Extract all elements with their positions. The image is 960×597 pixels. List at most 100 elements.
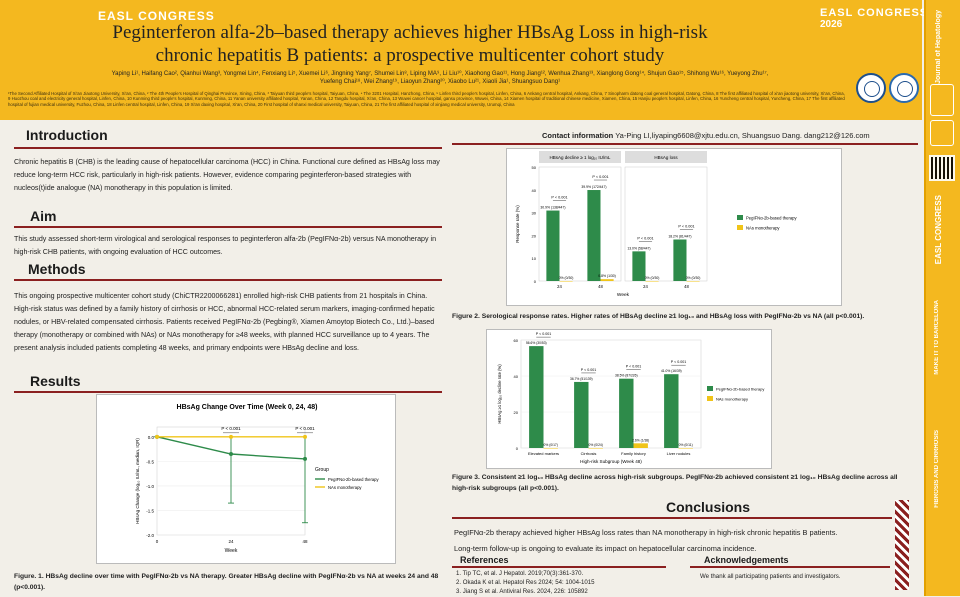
x-axis-label: Week	[617, 292, 630, 298]
bar-na	[678, 448, 693, 449]
panel-strip	[625, 151, 707, 163]
p-value-label: P < 0.001	[295, 426, 315, 431]
x-tick-label: Cirrhosis	[581, 451, 597, 456]
legend-label: PegIFNα-2b-based therapy	[328, 477, 380, 482]
divider	[14, 391, 442, 393]
legend-label: PegIFNα-2b-based therapy	[716, 387, 764, 392]
bar-peg	[587, 190, 601, 281]
figure-1-chart: HBsAg Change Over Time (Week 0, 24, 48) 0…	[135, 404, 380, 554]
y-tick-label: 0	[534, 279, 537, 284]
data-point	[229, 434, 233, 439]
panel-title: HBsAg loss	[654, 155, 678, 160]
bar-value-label: 0% (0/17)	[544, 443, 558, 447]
legend-swatch	[737, 215, 743, 220]
figure-1-caption: Figure. 1. HBsAg decline over time with …	[14, 573, 439, 591]
introduction-text: Chronic hepatitis B (CHB) is the leading…	[14, 158, 440, 192]
y-tick-label: 30	[532, 211, 537, 216]
x-tick-label: Liver nodules	[667, 451, 691, 456]
reference-3: 3. Jiang S et al. Antiviral Res. 2024, 2…	[456, 588, 588, 595]
p-value-label: P < 0.001	[592, 175, 608, 179]
legend-label: NAs monotherapy	[746, 226, 780, 231]
x-axis-label: High-risk Subgroup (Week 48)	[580, 459, 642, 464]
mobile-icon	[930, 84, 954, 116]
x-tick-label: 0	[156, 539, 159, 544]
y-tick-label: 50	[532, 165, 537, 170]
bar-peg	[664, 374, 679, 448]
p-value-label: P < 0.001	[581, 368, 596, 372]
conclusions-line-2: Long-term follow-up is ongoing to evalua…	[454, 544, 757, 553]
y-tick-label: -1.5	[146, 508, 154, 513]
y-tick-label: 20	[532, 233, 537, 238]
legend-title: Group	[315, 467, 329, 473]
sidebar-text-1: EASL CONGRESS	[934, 195, 943, 265]
figure-2-panel: Response rate (%) 0 10 20 30 40 50 HBsAg declin…	[506, 148, 842, 306]
bar-value-label: 0% (0/11)	[679, 443, 693, 447]
legend-label: NAs monotherapy	[328, 485, 362, 490]
data-point	[229, 452, 233, 456]
bar-value-label: 38.5% (87/226)	[615, 374, 638, 378]
results-heading: Results	[30, 373, 81, 389]
bar-value-label: 0% (0/30)	[559, 276, 574, 280]
bar-value-label: 56.6% (30/53)	[526, 341, 547, 345]
qr-code[interactable]	[929, 155, 955, 181]
bar-value-label: 13.0% (58/447)	[627, 246, 650, 250]
p-value-label: P < 0.001	[671, 360, 686, 364]
bar-na	[543, 448, 558, 449]
bar-value-label: 30.9% (138/447)	[540, 206, 565, 210]
journal-label: Journal of Hepatology	[935, 10, 942, 84]
bar-value-label: 39.9% (172/447)	[581, 185, 606, 189]
methods-text: This ongoing prospective multicenter coh…	[14, 292, 435, 352]
y-tick-label: -0.5	[146, 459, 154, 464]
x-tick-label: 48	[302, 539, 308, 544]
figure-2-caption: Figure 2. Serological response rates. Hi…	[452, 313, 865, 320]
p-value-label: P < 0.001	[637, 236, 653, 240]
bar-value-label: 0% (0/30)	[645, 276, 660, 280]
poster-title: Peginterferon alfa-2b–based therapy achi…	[112, 22, 708, 66]
bar-peg	[529, 346, 544, 448]
divider	[452, 517, 892, 519]
x-tick-label: 24	[643, 284, 648, 289]
aim-text: This study assessed short-term virologic…	[14, 235, 437, 256]
p-value-label: P < 0.001	[536, 332, 551, 336]
y-axis-label: HBsAg ≥1 log₁₀ decline rate (%)	[497, 364, 502, 424]
bar-peg	[632, 251, 646, 281]
legend-label: NAs monotherapy	[716, 397, 748, 402]
bar-value-label: 36.7% (51/139)	[570, 377, 593, 381]
reference-1: 1. Tip TC, et al. J Hepatol. 2019;70(3):…	[456, 570, 584, 577]
acknowledgements-text: We thank all participating patients and …	[700, 573, 841, 580]
p-value-label: P < 0.001	[678, 225, 694, 229]
poster-header	[0, 0, 922, 120]
divider	[690, 566, 890, 568]
bar-na	[600, 279, 614, 281]
y-tick-label: 40	[532, 188, 537, 193]
divider	[14, 226, 442, 228]
y-tick-label: 20	[514, 410, 519, 415]
y-axis-label: Response rate (%)	[515, 205, 520, 243]
bar-na	[559, 281, 573, 282]
introduction-heading: Introduction	[26, 127, 108, 143]
sidebar-text-2: MAKE IT TO BARCELONA	[934, 300, 940, 375]
x-tick-label: 48	[598, 284, 603, 289]
congress-logo-left: EASL CONGRESS	[98, 9, 215, 23]
contact-information: Contact information Ya-Ping LI,liyaping6…	[542, 131, 870, 140]
figure-3-chart: 0 20 40 60 HBsAg ≥1 log₁₀ decline rate (%) 56…	[497, 332, 764, 464]
chart-title: HBsAg Change Over Time (Week 0, 24, 48)	[177, 404, 318, 411]
y-tick-label: 40	[514, 374, 519, 379]
figure-3-panel: 0 20 40 60 HBsAg ≥1 log₁₀ decline rate (%) 56…	[486, 329, 772, 469]
data-point	[155, 434, 159, 439]
bar-value-label: 0% (0/24)	[589, 443, 603, 447]
bar-peg	[546, 210, 560, 281]
panel-strip	[539, 151, 621, 163]
y-axis-label: HBsAg Change (log₁₀ IU/mL, median, IQR)	[135, 438, 140, 524]
x-tick-label: Elevated markers	[528, 451, 559, 456]
y-tick-label: -2.0	[146, 533, 154, 538]
legend-label: PegIFNα-2b-based therapy	[746, 216, 798, 221]
aim-heading: Aim	[30, 208, 57, 224]
references-heading: References	[460, 555, 509, 565]
bar-peg	[574, 381, 589, 448]
bar-peg	[673, 239, 687, 281]
figure-3-caption: Figure 3. Consistent ≥1 log₁₀ HBsAg decl…	[452, 474, 898, 492]
bar-value-label: 41.0% (16/39)	[661, 369, 682, 373]
data-point	[303, 434, 307, 439]
divider	[452, 566, 666, 568]
